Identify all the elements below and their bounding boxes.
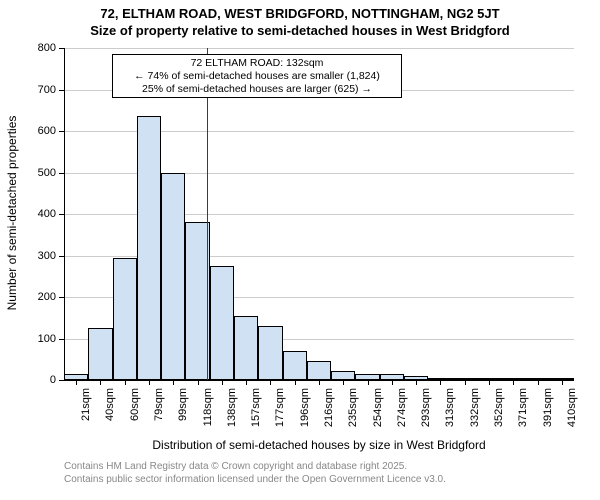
- x-tick-label: 157sqm: [250, 388, 262, 427]
- x-tick-label: 371sqm: [517, 388, 529, 427]
- x-axis-line: [64, 380, 574, 381]
- histogram-bar: [307, 361, 331, 380]
- histogram-chart: 72, ELTHAM ROAD, WEST BRIDGFORD, NOTTING…: [0, 0, 600, 500]
- x-tick-label: 410sqm: [566, 388, 578, 427]
- x-tick-label: 391sqm: [542, 388, 554, 427]
- y-tick-label: 800: [26, 42, 56, 54]
- x-tick-label: 79sqm: [153, 388, 165, 421]
- histogram-bar: [161, 173, 185, 381]
- x-tick-label: 118sqm: [202, 388, 214, 426]
- histogram-bar: [283, 351, 307, 380]
- x-tick-label: 21sqm: [80, 388, 92, 421]
- x-tick-label: 196sqm: [299, 388, 311, 427]
- histogram-bar: [88, 328, 112, 380]
- x-tick-label: 177sqm: [274, 388, 286, 427]
- x-tick-label: 313sqm: [444, 388, 456, 427]
- y-tick-label: 500: [26, 167, 56, 179]
- histogram-bar: [258, 326, 282, 380]
- annotation-line3: 25% of semi-detached houses are larger (…: [117, 83, 397, 96]
- x-tick-label: 254sqm: [372, 388, 384, 427]
- x-tick-label: 293sqm: [420, 388, 432, 427]
- x-tick-label: 274sqm: [396, 388, 408, 427]
- x-tick-label: 235sqm: [347, 388, 359, 427]
- chart-title-line2: Size of property relative to semi-detach…: [0, 23, 600, 40]
- x-axis-label: Distribution of semi-detached houses by …: [64, 438, 574, 452]
- y-tick-label: 0: [26, 374, 56, 386]
- x-tick-label: 352sqm: [493, 388, 505, 427]
- histogram-bar: [113, 258, 137, 380]
- annotation-line2: ← 74% of semi-detached houses are smalle…: [117, 70, 397, 83]
- annotation-box: 72 ELTHAM ROAD: 132sqm← 74% of semi-deta…: [112, 54, 402, 98]
- y-tick-label: 100: [26, 333, 56, 345]
- attribution-text: Contains HM Land Registry data © Crown c…: [64, 460, 446, 486]
- histogram-bar: [210, 266, 234, 380]
- annotation-line1: 72 ELTHAM ROAD: 132sqm: [117, 57, 397, 70]
- attribution-line1: Contains HM Land Registry data © Crown c…: [64, 460, 446, 473]
- x-tick-label: 138sqm: [226, 388, 238, 427]
- grid-line: [64, 48, 574, 49]
- chart-title-line1: 72, ELTHAM ROAD, WEST BRIDGFORD, NOTTING…: [0, 6, 600, 23]
- y-axis-line: [64, 48, 65, 380]
- y-tick-label: 300: [26, 250, 56, 262]
- y-tick-label: 200: [26, 291, 56, 303]
- y-tick-label: 400: [26, 208, 56, 220]
- chart-titles: 72, ELTHAM ROAD, WEST BRIDGFORD, NOTTING…: [0, 0, 600, 40]
- y-tick-label: 600: [26, 125, 56, 137]
- y-axis-label: Number of semi-detached properties: [5, 93, 19, 333]
- attribution-line2: Contains public sector information licen…: [64, 473, 446, 486]
- x-tick-label: 60sqm: [129, 388, 141, 421]
- y-tick-label: 700: [26, 84, 56, 96]
- histogram-bar: [185, 222, 209, 380]
- x-tick-label: 332sqm: [469, 388, 481, 427]
- histogram-bar: [331, 371, 355, 380]
- x-tick-label: 99sqm: [177, 388, 189, 421]
- histogram-bar: [137, 116, 161, 380]
- x-tick-label: 216sqm: [323, 388, 335, 427]
- histogram-bar: [234, 316, 258, 380]
- x-tick-label: 40sqm: [104, 388, 116, 421]
- plot-area: 010020030040050060070080021sqm40sqm60sqm…: [64, 48, 574, 380]
